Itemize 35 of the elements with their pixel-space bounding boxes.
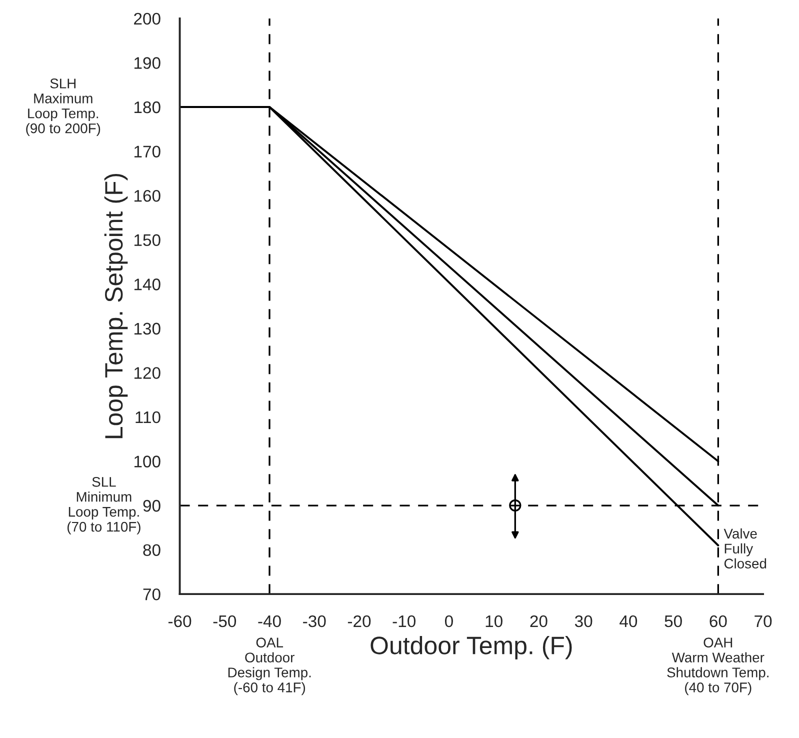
y-tick-label: 140 <box>134 278 160 290</box>
text: OAL Outdoor Design Temp. (-60 to 41F) <box>228 638 311 696</box>
x-tick-label: -10 <box>392 615 416 628</box>
y-tick-label: 190 <box>134 57 160 69</box>
x-tick-label: 40 <box>620 615 638 628</box>
x-tick-label: 20 <box>530 615 548 628</box>
y-tick-label: 180 <box>134 101 160 114</box>
x-tick-label: -30 <box>303 615 326 628</box>
x-tick-label: -20 <box>348 615 371 628</box>
ref-line-label: SLL Minimum Loop Temp. (70 to 110F) <box>68 476 140 534</box>
x-tick-label: 30 <box>574 615 592 628</box>
x-tick-label: -60 <box>168 615 192 628</box>
x-tick-label: 50 <box>664 615 682 628</box>
annotation: Valve Fully Closed <box>724 528 766 568</box>
x-tick-label: -40 <box>258 615 281 628</box>
x-tick-label: 70 <box>754 615 772 628</box>
x-axis-title: Outdoor Temp. (F) <box>370 636 572 660</box>
y-tick-label: 130 <box>134 322 160 335</box>
y-tick-label: 80 <box>143 544 160 556</box>
text: OAH Warm Weather Shutdown Temp. (40 to 70F) <box>667 638 768 696</box>
y-tick-label: 110 <box>136 411 160 424</box>
x-tick-label: -50 <box>213 615 236 628</box>
y-tick-label: 100 <box>134 456 160 468</box>
y-tick-label: 120 <box>134 367 160 379</box>
y-tick-label: 90 <box>143 500 160 512</box>
x-tick-label: 10 <box>486 615 502 628</box>
x-tick-label: 60 <box>710 615 727 628</box>
text: SLH Maximum Loop Temp. (90 to 200F) <box>26 78 100 136</box>
y-tick-label: 200 <box>134 12 160 25</box>
y-axis-title: Loop Temp. Setpoint (F) <box>104 174 128 438</box>
x-tick-label: 0 <box>444 615 453 628</box>
y-tick-label: 150 <box>134 234 160 246</box>
y-tick-label: 160 <box>134 190 160 202</box>
y-tick-label: 170 <box>134 146 160 158</box>
y-tick-label: 70 <box>143 588 160 600</box>
